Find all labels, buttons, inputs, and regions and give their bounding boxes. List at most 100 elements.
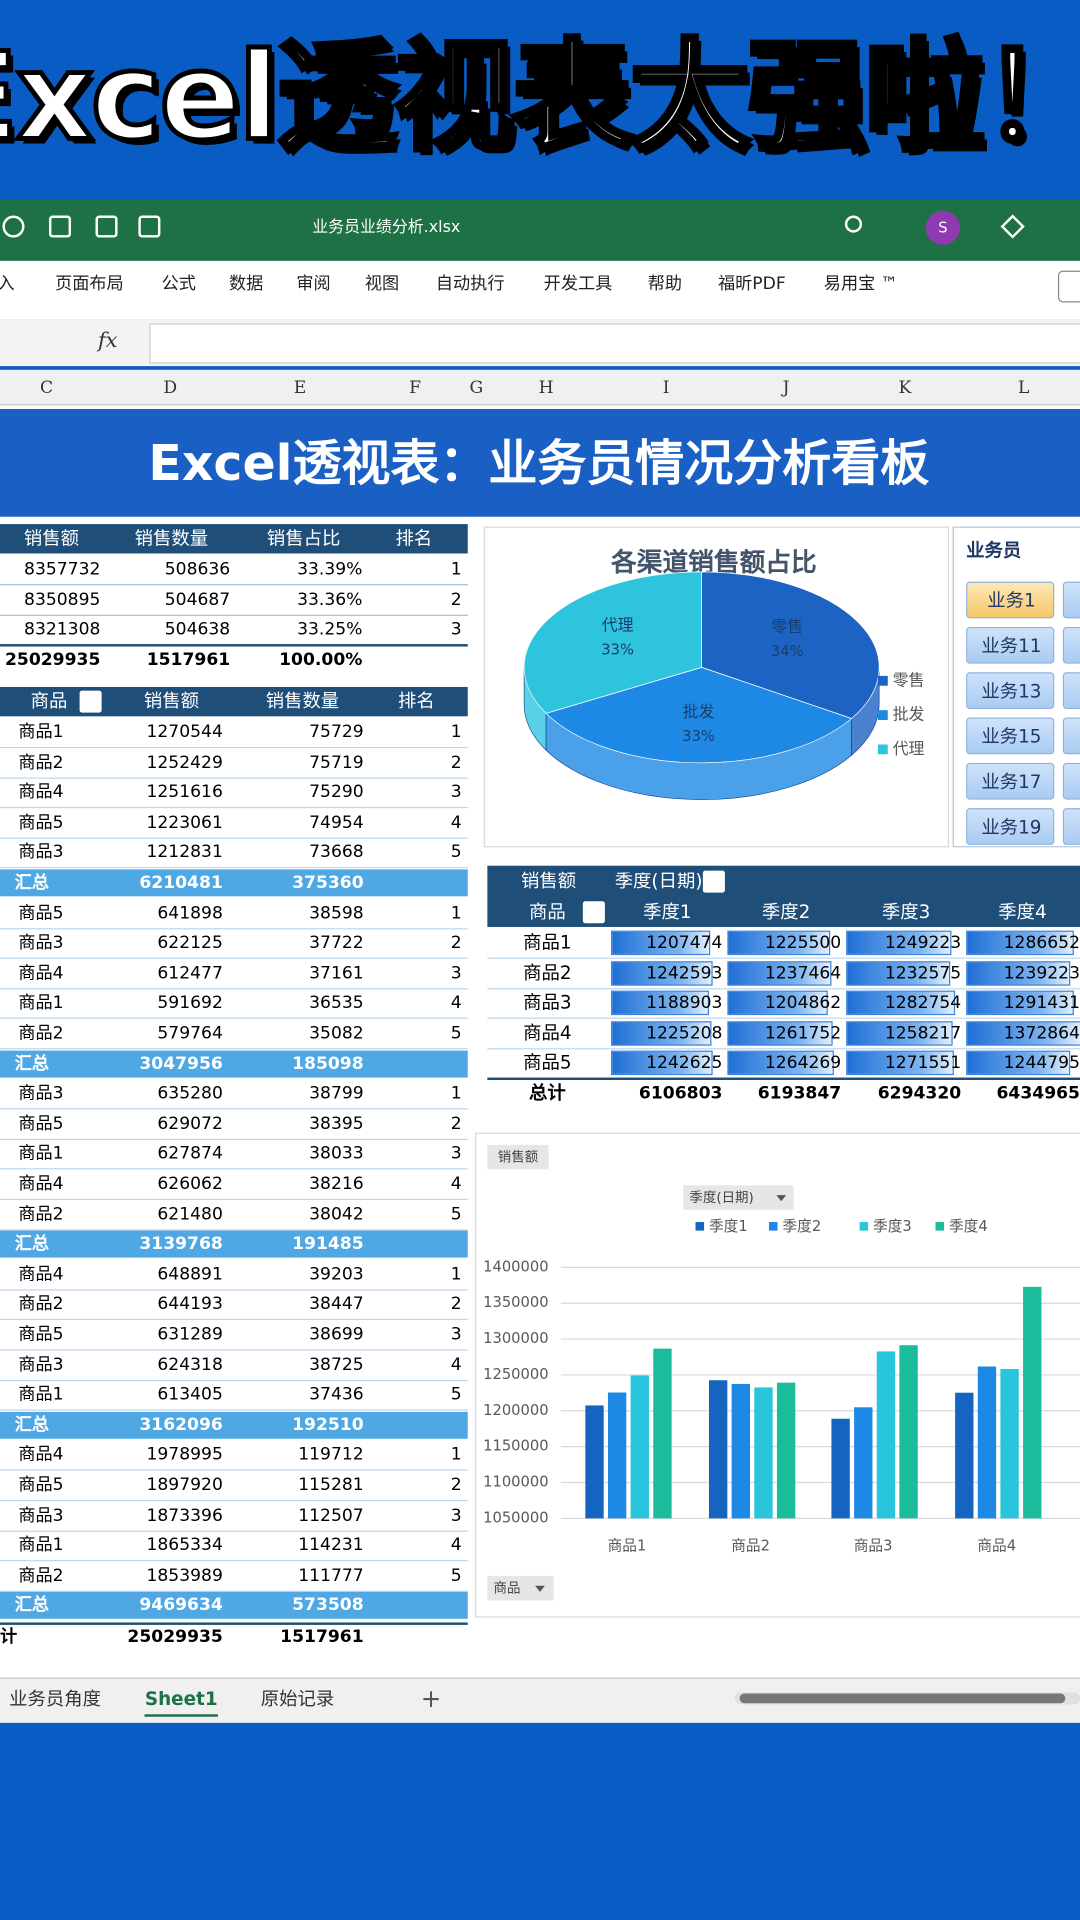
row-line <box>0 1409 468 1411</box>
slice-percent: 33% <box>682 728 715 745</box>
bar <box>1000 1369 1019 1519</box>
sheet-tab[interactable]: 业务员角度 <box>9 1687 102 1710</box>
menu-item[interactable]: 自动执行 <box>435 274 505 294</box>
menu-item[interactable]: 数据 <box>228 274 264 294</box>
column-header: E <box>293 378 307 398</box>
cell: 35082 <box>309 1023 364 1044</box>
cell: 38216 <box>309 1174 364 1194</box>
row-line <box>487 987 1080 989</box>
menu-item[interactable]: 开发工具 <box>543 274 613 294</box>
column-title: 排名 <box>397 690 435 713</box>
slicer-button[interactable]: 业务11 <box>966 626 1055 664</box>
subtotal-row <box>0 1592 468 1620</box>
data-bar <box>611 990 709 1016</box>
x-tick-label: 商品3 <box>854 1538 893 1555</box>
data-bar <box>727 1050 834 1076</box>
row-line <box>0 584 468 586</box>
row-line <box>0 807 468 809</box>
cell: 5 <box>450 1565 462 1586</box>
data-bar <box>727 990 829 1016</box>
scrollbar-thumb[interactable] <box>739 1693 1066 1704</box>
slicer-button[interactable]: 业务19 <box>966 808 1055 845</box>
cell: 1264269 <box>764 1053 842 1073</box>
column-title: 季度4 <box>998 900 1047 923</box>
menu-item[interactable]: 审阅 <box>296 274 331 294</box>
slicer-button[interactable] <box>1062 717 1080 755</box>
total-cell: 25029935 <box>4 650 101 670</box>
menu-item[interactable]: 福昕PDF <box>717 274 786 294</box>
data-bar <box>966 930 1074 956</box>
total-cell: 25029935 <box>127 1627 223 1647</box>
table-header <box>0 524 468 554</box>
filter-button <box>79 690 102 713</box>
cell: 641898 <box>157 903 223 923</box>
cell: 1 <box>450 1445 462 1465</box>
filter-button <box>702 870 725 893</box>
total-line <box>487 1077 1080 1080</box>
column-title: 销售数量 <box>265 690 340 713</box>
title-bar <box>0 199 1080 261</box>
slicer-button[interactable] <box>1062 762 1080 800</box>
cell: 38799 <box>309 1083 364 1104</box>
dropdown-arrow <box>776 1195 787 1202</box>
data-bar <box>727 1020 834 1046</box>
row-line <box>0 1018 468 1020</box>
cell: 579764 <box>157 1023 223 1044</box>
cell: 商品1 <box>18 1535 64 1556</box>
cell: 115281 <box>298 1475 364 1496</box>
column-title: 季度3 <box>881 900 931 923</box>
sheet-tab[interactable]: Sheet1 <box>144 1687 218 1710</box>
legend-label: 季度3 <box>873 1218 912 1235</box>
slicer-button[interactable] <box>1062 626 1080 664</box>
cell: 8321308 <box>24 619 101 640</box>
menu-item[interactable]: 视图 <box>364 274 400 294</box>
slicer-button[interactable] <box>1062 581 1080 619</box>
menu-item[interactable]: 插入 <box>0 276 15 293</box>
cell: 1 <box>450 1264 462 1285</box>
slicer-button[interactable]: 业务13 <box>966 672 1055 709</box>
cell: 1 <box>450 903 462 923</box>
cell: 1225208 <box>646 1023 723 1043</box>
field-button-label: 季度(日期) <box>689 1189 754 1206</box>
subtotal-row <box>0 1230 468 1258</box>
data-bar <box>611 1050 713 1076</box>
table-end-line <box>0 1622 468 1625</box>
menu-item[interactable]: 页面布局 <box>55 274 124 294</box>
data-bar <box>611 960 713 986</box>
cell: 1261752 <box>764 1023 842 1043</box>
subtotal-label: 汇总 <box>14 1234 49 1255</box>
pie-slice <box>523 571 702 714</box>
cell: 8357732 <box>24 559 101 580</box>
field-button[interactable]: 季度(日期) <box>683 1185 794 1210</box>
bar <box>731 1383 750 1519</box>
row-line <box>0 867 468 869</box>
subtotal-cell: 375360 <box>292 873 364 893</box>
legend-label: 零售 <box>893 670 925 689</box>
add-sheet-button[interactable]: + <box>420 1683 442 1714</box>
cell: 1271551 <box>884 1053 962 1073</box>
slicer-button[interactable]: 业务17 <box>966 762 1055 800</box>
cell: 商品4 <box>18 1174 64 1194</box>
legend-label: 批发 <box>893 705 925 724</box>
field-button[interactable]: 销售额 <box>487 1144 549 1170</box>
row-line <box>0 1168 468 1170</box>
subtotal-label: 汇总 <box>14 1415 49 1435</box>
slicer-button[interactable]: 业务1 <box>966 581 1055 619</box>
cell: 119712 <box>298 1445 364 1465</box>
cell: 4 <box>450 993 462 1014</box>
slicer-button[interactable] <box>1062 808 1080 845</box>
total-cell: 1517961 <box>280 1627 364 1647</box>
menu-item[interactable]: 易用宝 ™ <box>823 274 898 294</box>
menu-item[interactable]: 公式 <box>161 274 196 294</box>
cell: 613405 <box>157 1385 223 1405</box>
menu-item[interactable]: 帮助 <box>647 274 683 294</box>
slicer-button[interactable]: 业务15 <box>966 717 1055 755</box>
sheet-tab[interactable]: 原始记录 <box>260 1687 335 1710</box>
toolbar-icon <box>2 215 25 238</box>
slicer-button[interactable] <box>1062 672 1080 709</box>
cell: 38598 <box>309 903 364 923</box>
pivot-field: 商品 <box>528 900 566 923</box>
row-line <box>0 614 468 616</box>
slice-name: 零售 <box>771 617 803 636</box>
